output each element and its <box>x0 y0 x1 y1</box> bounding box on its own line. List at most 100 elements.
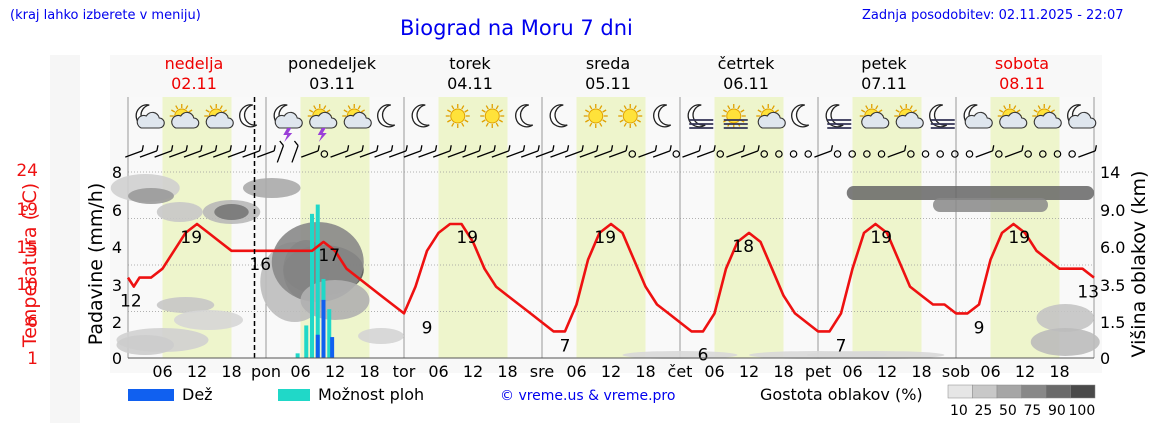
wind-barb <box>276 140 285 163</box>
wind-barb <box>125 145 144 158</box>
cloud-height-tick-label: 3.5 <box>1100 276 1125 295</box>
temperature-value-label: 19 <box>456 228 478 248</box>
day-date: 06.11 <box>723 74 769 93</box>
cloud-density-blob <box>128 188 174 204</box>
wind-barb <box>564 145 584 158</box>
wind-calm-mark <box>936 150 944 158</box>
wind-barb <box>638 145 658 158</box>
x-tick-label: 12 <box>601 362 621 381</box>
moon-icon <box>791 104 810 128</box>
day-date: 05.11 <box>585 74 631 93</box>
moon-fog-icon <box>687 104 714 129</box>
cloud-density-tick-label: 50 <box>999 403 1017 419</box>
temperature-axis-title: Temperatura (°C) <box>19 183 41 348</box>
x-tick-label: 06 <box>980 362 1000 381</box>
precip-tick-label: 2 <box>112 313 122 332</box>
cloud-density-swatch <box>1021 384 1047 399</box>
wind-barb <box>476 145 496 158</box>
temperature-line <box>126 222 1095 333</box>
cloud-density-swatch <box>1070 384 1096 399</box>
cloud-density-layer <box>846 186 1094 200</box>
wind-calm-mark <box>320 150 329 158</box>
wind-barb <box>652 145 672 158</box>
moon-cloud-icon <box>963 104 993 129</box>
moon-icon <box>377 104 396 128</box>
cloud-density-blob <box>116 335 174 355</box>
day-name: sreda <box>586 54 630 73</box>
sun-cloud-icon <box>342 104 372 129</box>
temperature-tick-label: 15 <box>16 238 38 258</box>
wind-barb <box>374 145 394 158</box>
temperature-value-label: 7 <box>836 336 847 356</box>
x-tick-label: 06 <box>842 362 862 381</box>
moon-thunder-icon <box>273 104 303 142</box>
wind-calm-mark <box>672 150 681 158</box>
wind-barb <box>242 145 262 158</box>
day-date: 04.11 <box>447 74 493 93</box>
precip-tick-label: 4 <box>112 238 122 257</box>
sun-cloud-icon <box>1032 104 1062 129</box>
rain-legend-swatch <box>128 389 174 401</box>
sun-icon <box>618 104 643 128</box>
cloud-density-tick-label: 75 <box>1024 403 1042 419</box>
cloud-density-tick-label: 25 <box>975 403 993 419</box>
cloud-density-tick-label: 100 <box>1069 403 1096 419</box>
sun-fog-icon <box>721 104 748 129</box>
rain-bar <box>330 337 335 358</box>
wind-barb <box>506 145 526 158</box>
moon-icon <box>515 104 534 128</box>
wind-barb <box>345 145 364 158</box>
rain-legend-label: Dež <box>182 385 213 404</box>
cloud-density-blob <box>1030 328 1100 356</box>
credit-link[interactable]: © vreme.us & vreme.pro <box>500 388 676 404</box>
wind-calm-mark <box>804 150 813 158</box>
wind-barb <box>154 145 174 158</box>
sun-icon <box>445 104 470 128</box>
wind-barb <box>388 145 408 158</box>
wind-barb <box>535 145 555 158</box>
wind-calm-mark <box>716 150 725 158</box>
x-tick-label: 06 <box>152 362 172 381</box>
x-tick-label: 06 <box>566 362 586 381</box>
x-tick-label: 18 <box>773 362 793 381</box>
x-tick-label: 18 <box>635 362 655 381</box>
day-date: 02.11 <box>171 74 217 93</box>
temperature-value-label: 12 <box>120 292 142 312</box>
x-tick-label: čet <box>668 362 693 381</box>
wind-barb <box>359 145 379 158</box>
cloud-density-blob <box>174 310 243 330</box>
x-tick-label: 18 <box>1049 362 1069 381</box>
wind-calm-mark <box>877 150 886 158</box>
moon-fog-icon <box>929 104 955 129</box>
x-tick-label: pon <box>251 362 281 381</box>
moon-icon <box>411 104 430 128</box>
wind-barb <box>696 145 716 158</box>
x-tick-label: 12 <box>463 362 483 381</box>
x-tick-label: pet <box>805 362 831 381</box>
temperature-tick-label: 6 <box>27 312 38 332</box>
wind-barb <box>726 145 746 158</box>
moon-icon <box>653 104 672 128</box>
wind-barb <box>301 145 320 158</box>
wind-barb <box>330 145 350 158</box>
cloud-height-tick-label: 6.0 <box>1100 238 1125 257</box>
day-date: 08.11 <box>999 74 1045 93</box>
wind-barb <box>183 145 203 158</box>
wind-barb <box>814 145 834 158</box>
menu-hint[interactable]: (kraj lahko izberete v meniju) <box>10 8 201 23</box>
temperature-value-label: 19 <box>1008 228 1030 248</box>
temperature-value-label: 6 <box>698 345 709 365</box>
precip-tick-label: 3 <box>112 276 122 295</box>
wind-calm-mark <box>1039 150 1047 158</box>
wind-barb <box>213 145 232 158</box>
day-name: nedelja <box>165 54 224 73</box>
x-tick-label: tor <box>393 362 416 381</box>
day-name: petek <box>861 54 907 73</box>
sun-cloud-icon <box>997 104 1028 129</box>
wind-calm-mark <box>965 150 974 158</box>
wind-calm-mark <box>907 150 915 158</box>
wind-barb <box>291 140 299 163</box>
wind-barb <box>432 145 452 158</box>
cloud-density-legend-label: Gostota oblakov (%) <box>760 385 923 404</box>
cloud-density-blob <box>156 297 215 313</box>
